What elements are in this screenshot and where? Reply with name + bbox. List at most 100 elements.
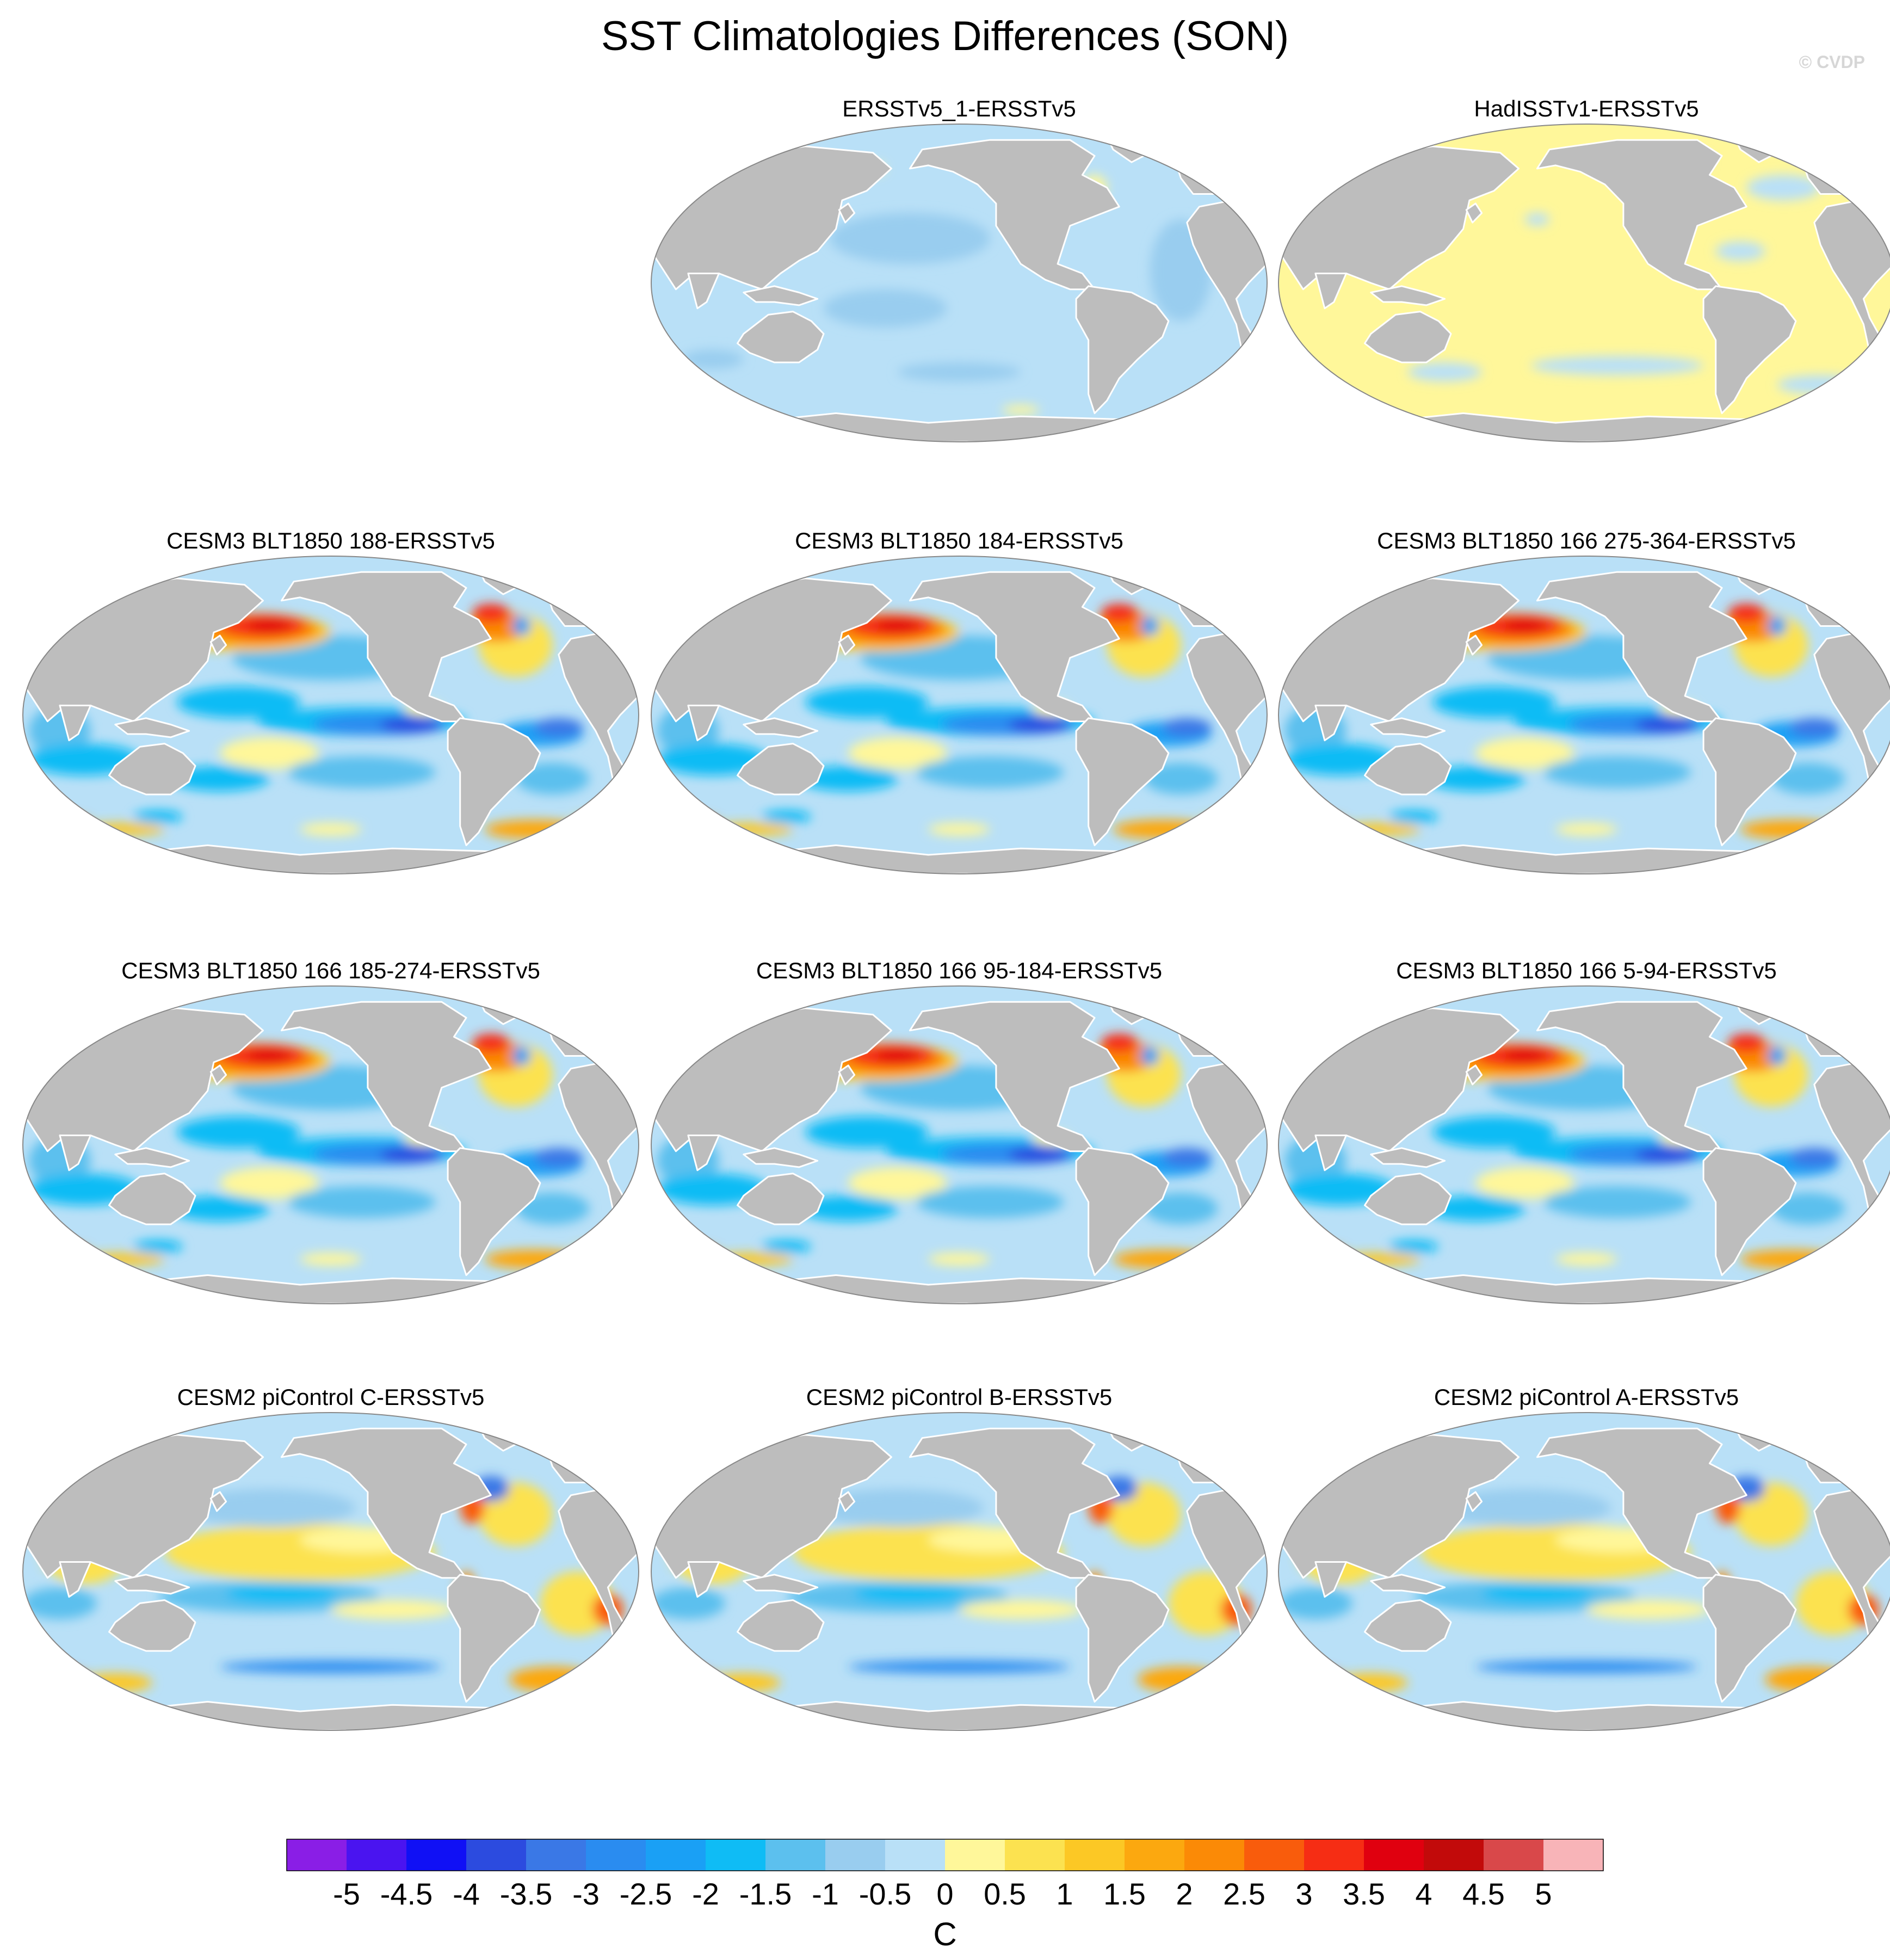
- colorbar-tick-label: -2.5: [620, 1877, 672, 1911]
- panel-title: CESM3 BLT1850 166 275-364-ERSSTv5: [1377, 528, 1796, 553]
- australia-land: [737, 1173, 825, 1225]
- indonesia-land: [1370, 1574, 1446, 1595]
- indonesia-land: [1370, 285, 1446, 306]
- panel-title: CESM3 BLT1850 166 95-184-ERSSTv5: [756, 958, 1163, 983]
- sst-anomaly-region: [512, 617, 531, 636]
- sst-anomaly-region: [830, 213, 990, 264]
- map-panel-p2: HadISSTv1-ERSSTv5: [1276, 94, 1890, 518]
- sst-anomaly-region: [1826, 813, 1876, 833]
- sst-anomaly-region: [1789, 1148, 1839, 1167]
- sst-anomaly-region: [248, 1049, 291, 1063]
- sst-anomaly-region: [1432, 1116, 1556, 1148]
- sst-anomaly-region: [916, 1186, 1064, 1218]
- sst-anomaly-region: [1389, 1240, 1439, 1253]
- south-america-land: [1702, 1147, 1797, 1276]
- sst-anomaly-region: [1138, 1667, 1224, 1692]
- india-land: [687, 705, 720, 742]
- sst-anomaly-region: [220, 1167, 319, 1199]
- sst-anomaly-region: [1771, 762, 1845, 794]
- north-america-land: [909, 139, 1120, 291]
- south-america-land: [1702, 1574, 1797, 1703]
- sst-anomaly-region: [762, 810, 812, 823]
- colorbar-svg: -5 -4.5 -4 -3.5 -3 -2.5 -2 -1.5 -1 -0.5 0 0.5 1 1.5 2 2…: [286, 1839, 1604, 1911]
- sst-anomaly-region: [1555, 823, 1617, 836]
- colorbar-tick-label: -2: [692, 1877, 719, 1911]
- sst-anomaly-region: [1278, 1668, 1347, 1691]
- sst-anomaly-region: [1765, 1667, 1851, 1692]
- sst-anomaly-region: [928, 823, 990, 836]
- sst-difference-map: [22, 985, 639, 1304]
- sst-anomaly-region: [706, 1673, 781, 1692]
- sst-anomaly-region: [1771, 1192, 1845, 1224]
- north-america-land: [1536, 139, 1747, 291]
- colorbar-unit-label: C: [933, 1916, 957, 1952]
- colorbar: -5 -4.5 -4 -3.5 -3 -2.5 -2 -1.5 -1 -0.5 0 0.5 1 1.5 2 2…: [0, 1834, 1890, 1960]
- colorbar-box: [1125, 1839, 1184, 1871]
- map-outline: [651, 556, 1268, 874]
- sst-anomaly-region: [1101, 603, 1138, 623]
- sst-anomaly-region: [29, 815, 91, 831]
- sst-anomaly-region: [1728, 1033, 1765, 1053]
- south-america-land: [1702, 717, 1797, 846]
- sst-anomaly-region: [1586, 1600, 1710, 1619]
- sst-anomaly-region: [1839, 1673, 1876, 1692]
- australia-land: [108, 1599, 196, 1652]
- sst-anomaly-region: [876, 619, 919, 633]
- sst-anomaly-region: [1002, 405, 1040, 415]
- australia-land: [1364, 311, 1452, 363]
- colorbar-box: [1364, 1839, 1424, 1871]
- south-america-land: [447, 717, 541, 846]
- sst-anomaly-region: [1777, 375, 1864, 395]
- sst-anomaly-region: [1284, 743, 1396, 775]
- north-america-land: [909, 571, 1120, 723]
- sst-anomaly-region: [226, 1584, 337, 1604]
- south-america-land: [1075, 1147, 1170, 1276]
- sst-anomaly-region: [1543, 1186, 1691, 1218]
- colorbar-box: [406, 1839, 466, 1871]
- sst-difference-map: [1278, 124, 1890, 442]
- sst-anomaly-region: [1113, 1249, 1212, 1269]
- colorbar-box: [1005, 1839, 1065, 1871]
- map-outline: [1278, 1412, 1890, 1731]
- sst-anomaly-region: [485, 1249, 584, 1269]
- south-america-land: [447, 1147, 541, 1276]
- north-america-land: [1536, 1001, 1747, 1152]
- indonesia-land: [114, 1147, 190, 1168]
- north-america-land: [1536, 571, 1747, 723]
- colorbar-box: [885, 1839, 945, 1871]
- sst-anomaly-region: [1333, 1253, 1420, 1266]
- sst-anomaly-region: [78, 1673, 152, 1692]
- sst-anomaly-region: [380, 716, 442, 733]
- japan-land: [1465, 1491, 1483, 1512]
- australia-land: [1364, 1173, 1452, 1225]
- sst-anomaly-region: [23, 1668, 91, 1691]
- colorbar-tick-label: -3.5: [500, 1877, 553, 1911]
- colorbar-tick-label: 4: [1415, 1877, 1432, 1911]
- japan-land: [838, 202, 856, 224]
- sst-anomaly-region: [220, 1660, 442, 1673]
- south-america-land: [1075, 285, 1170, 414]
- south-america-land: [1075, 1574, 1170, 1703]
- colorbar-box: [765, 1839, 825, 1871]
- map-panel-p5: CESM3 BLT1850 166 275-364-ERSSTv5: [1276, 526, 1890, 950]
- indonesia-land: [743, 1574, 819, 1595]
- sst-anomaly-region: [799, 766, 898, 792]
- colorbar-tick-label: 3: [1295, 1877, 1312, 1911]
- sst-anomaly-region: [300, 1253, 362, 1266]
- sst-anomaly-region: [1407, 362, 1482, 381]
- map-outline: [22, 1412, 639, 1731]
- colorbar-box: [586, 1839, 646, 1871]
- colorbar-tick-label: 0: [936, 1877, 953, 1911]
- sst-anomaly-region: [248, 619, 291, 633]
- panel-title: CESM3 BLT1850 166 185-274-ERSSTv5: [121, 958, 540, 983]
- sst-anomaly-region: [1746, 175, 1821, 201]
- australia-land: [1364, 743, 1452, 796]
- sst-anomaly-region: [1503, 1049, 1547, 1063]
- sst-anomaly-region: [928, 1253, 990, 1266]
- north-america-land: [909, 1427, 1120, 1579]
- colorbar-box: [347, 1839, 406, 1871]
- map-panel-p3: CESM3 BLT1850 188-ERSSTv5: [21, 526, 641, 950]
- sst-anomaly-region: [1199, 813, 1249, 833]
- sst-anomaly-region: [657, 1245, 719, 1261]
- japan-land: [1465, 202, 1483, 224]
